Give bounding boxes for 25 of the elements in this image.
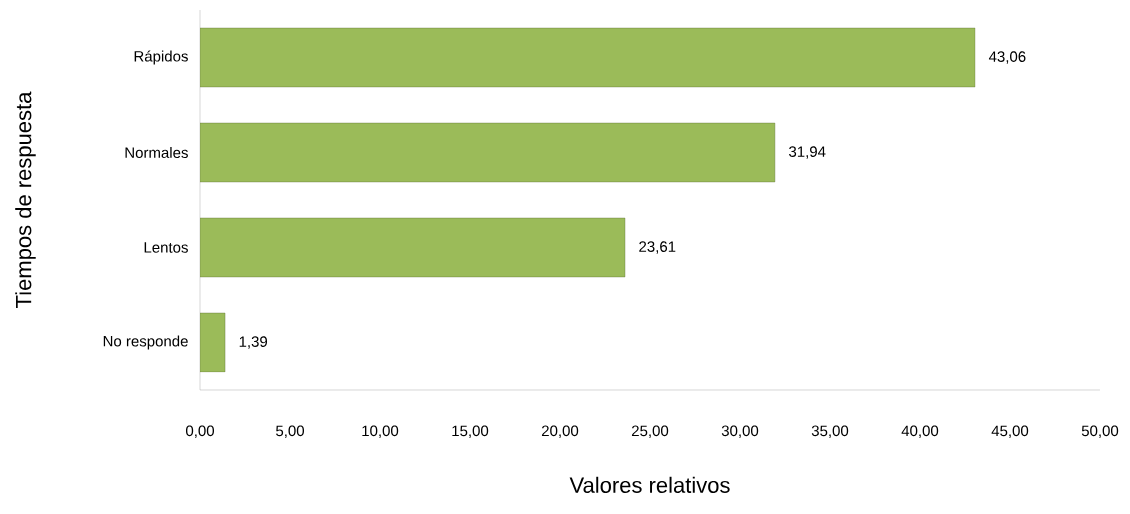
bar <box>200 217 626 278</box>
x-tick-label: 40,00 <box>901 425 939 438</box>
bar <box>200 122 776 183</box>
x-tick-label: 15,00 <box>452 425 489 438</box>
data-label: 43,06 <box>988 51 1026 64</box>
x-tick-label: 25,00 <box>631 425 669 438</box>
x-tick-label: 0,00 <box>185 425 215 438</box>
x-tick-label: 45,00 <box>991 425 1029 438</box>
x-tick-label: 5,00 <box>276 425 305 438</box>
y-tick-label: Rápidos <box>134 50 188 65</box>
x-tick-label: 30,00 <box>721 425 759 438</box>
x-tick-label: 10,00 <box>362 425 399 438</box>
x-tick-label: 20,00 <box>541 425 579 438</box>
data-label: 1,39 <box>239 336 268 349</box>
y-tick-label: No responde <box>103 335 188 350</box>
x-tick-label: 35,00 <box>811 425 849 438</box>
x-axis-title: Valores relativos <box>569 476 730 493</box>
bar <box>200 27 976 88</box>
y-tick-label: Lentos <box>144 242 188 253</box>
x-tick-label: 50,00 <box>1081 425 1119 438</box>
data-label: 23,61 <box>639 241 676 254</box>
y-axis-title: Tiempos de respuesta <box>15 91 36 308</box>
bar <box>200 312 226 373</box>
data-label: 31,94 <box>789 146 826 159</box>
y-tick-label: Normales <box>125 146 188 158</box>
